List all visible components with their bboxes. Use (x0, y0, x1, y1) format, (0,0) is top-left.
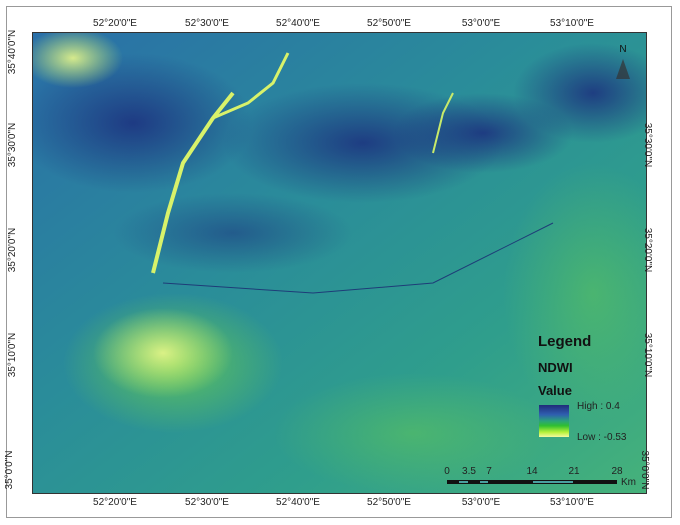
scale-label: 14 (526, 466, 538, 477)
tick-label: 52°20'0"E (93, 18, 137, 29)
legend-layer: NDWI (538, 360, 573, 375)
scale-label: 0 (444, 466, 450, 477)
tick-label: 52°40'0"E (276, 497, 320, 508)
scale-bar (447, 480, 617, 485)
legend-low: Low : -0.53 (577, 432, 627, 443)
legend-value-label: Value (538, 383, 572, 398)
north-arrow-label: N (619, 44, 627, 55)
scale-label: 21 (568, 466, 580, 477)
tick-label: 53°0'0"E (461, 497, 501, 508)
legend: Legend NDWI Value (538, 333, 591, 398)
color-ramp (539, 405, 569, 437)
tick-label: 35°40'0"N (6, 29, 18, 75)
tick-label: 52°50'0"E (367, 497, 411, 508)
tick-label: 52°30'0"E (185, 497, 229, 508)
tick-label: 53°10'0"E (550, 18, 594, 29)
north-arrow-icon (616, 59, 630, 79)
tick-label: 35°30'0"N (641, 122, 653, 168)
tick-label: 52°30'0"E (185, 18, 229, 29)
tick-label: 35°10'0"N (6, 332, 18, 378)
tick-label: 52°20'0"E (93, 497, 137, 508)
scale-label: 7 (486, 466, 492, 477)
tick-label: 35°0'0"N (3, 450, 15, 490)
scale-unit: Km (621, 477, 636, 488)
tick-label: 35°20'0"N (6, 227, 18, 273)
legend-title: Legend (538, 333, 592, 350)
tick-label: 53°10'0"E (550, 497, 594, 508)
tick-label: 35°20'0"N (641, 227, 653, 273)
tick-label: 35°0'0"N (638, 450, 650, 490)
tick-label: 52°40'0"E (276, 18, 320, 29)
tick-label: 35°30'0"N (6, 122, 18, 168)
map-layout (6, 6, 672, 518)
north-arrow: N (613, 39, 633, 89)
tick-label: 52°50'0"E (367, 18, 411, 29)
tick-label: 35°10'0"N (641, 332, 653, 378)
tick-label: 53°0'0"E (461, 18, 501, 29)
legend-high: High : 0.4 (577, 401, 620, 412)
scale-label: 3.5 (462, 466, 476, 477)
scale-label: 28 (611, 466, 623, 477)
